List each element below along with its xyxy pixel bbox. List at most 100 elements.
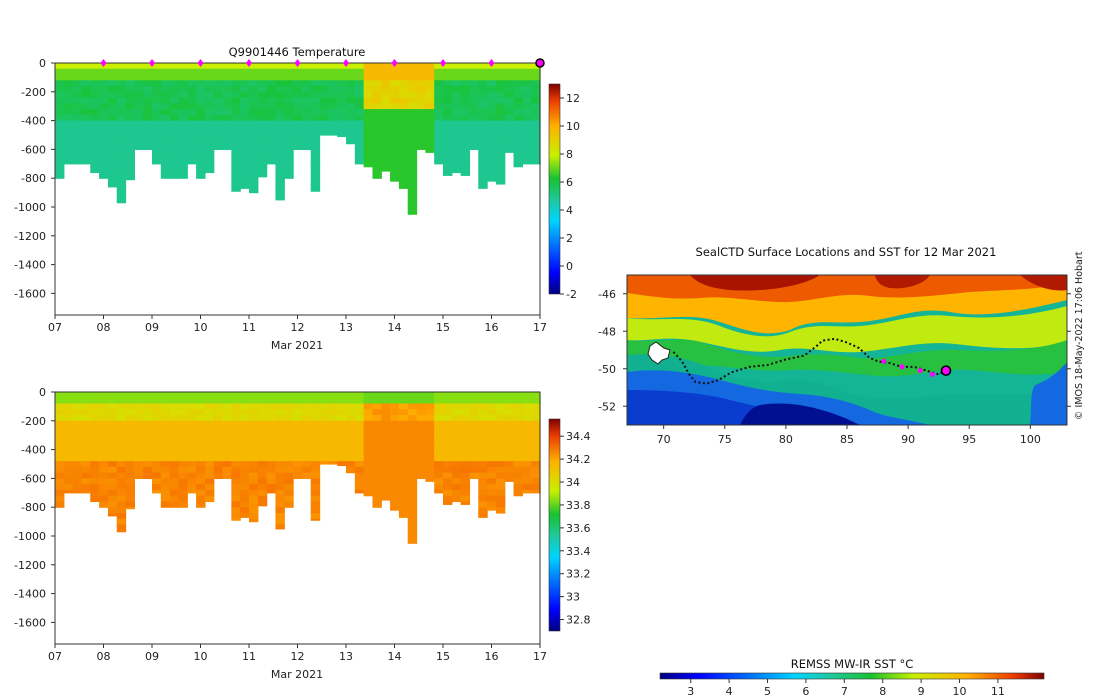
section-cell [390, 114, 400, 122]
section-cell [407, 120, 418, 127]
section-cell [434, 120, 444, 127]
section-cell [196, 143, 206, 150]
section-cell [513, 403, 523, 410]
section-profile [125, 392, 135, 510]
section-cell [513, 97, 523, 104]
section-cell [99, 114, 109, 122]
section-cell [187, 74, 197, 81]
section-cell [178, 426, 188, 433]
section-cell [99, 143, 109, 150]
section-cell [81, 149, 91, 156]
section-cell [381, 137, 391, 145]
section-cell [363, 143, 374, 150]
section-cell [443, 432, 453, 439]
section-cell [487, 438, 497, 445]
salinity-section-plot: 07 08 09 10 11 12 13 14 15 16 17 0-200-400-600-800… [14, 386, 590, 681]
section-cell [522, 91, 532, 99]
section-cell [63, 397, 74, 405]
section-cell [134, 455, 144, 462]
section-cell [249, 420, 259, 428]
x-tick-label: 07 [48, 650, 62, 663]
section-cell [293, 409, 303, 416]
section-cell [504, 109, 515, 116]
section-cell [90, 166, 100, 174]
section-cell [160, 443, 171, 451]
section-cell [63, 461, 74, 468]
section-cell [504, 432, 515, 439]
section-cell [478, 420, 488, 428]
section-cell [63, 86, 74, 93]
section-cell [169, 155, 180, 162]
section-cell [460, 149, 471, 156]
section-cell [337, 426, 347, 433]
section-cell [240, 114, 250, 122]
section-cell [381, 409, 391, 416]
section-cell [451, 97, 462, 104]
section-cell [293, 397, 303, 405]
section-cell [222, 132, 232, 139]
section-cell [169, 166, 180, 174]
section-cell [513, 443, 523, 451]
section-cell [504, 114, 515, 122]
section-cell [522, 489, 532, 494]
section-cell [310, 501, 321, 508]
section-cell [107, 178, 118, 185]
section-cell [513, 466, 523, 474]
section-cell [381, 143, 391, 150]
section-cell [531, 472, 541, 479]
map-x-tick-label: 95 [962, 433, 976, 446]
section-cell [487, 103, 497, 110]
section-cell [443, 443, 453, 451]
section-cell [160, 86, 171, 93]
section-cell [240, 472, 250, 479]
section-cell [460, 166, 471, 174]
section-cell [55, 91, 65, 99]
section-cell [319, 449, 329, 456]
section-cell [116, 97, 127, 104]
section-cell [416, 472, 426, 479]
section-cell [81, 449, 91, 456]
section-cell [196, 501, 206, 508]
section-cell [125, 507, 135, 510]
section-cell [478, 91, 488, 99]
x-tick-label: 10 [194, 650, 208, 663]
section-cell [90, 160, 100, 168]
section-cell [346, 409, 356, 416]
section-cell [407, 426, 418, 433]
section-profile [55, 392, 65, 508]
section-cell [416, 68, 426, 76]
surface-marker [149, 59, 155, 67]
section-cell [107, 472, 118, 479]
section-cell [451, 426, 462, 433]
section-cell [451, 409, 462, 416]
section-cell [125, 478, 135, 485]
section-cell [443, 438, 453, 445]
section-cell [319, 438, 329, 445]
y-tick-label: -1600 [14, 616, 46, 629]
section-profile [187, 392, 197, 494]
section-cell [443, 426, 453, 433]
section-cell [222, 80, 232, 87]
section-cell [390, 403, 400, 410]
section-cell [249, 120, 259, 127]
section-cell [213, 126, 224, 133]
colorbar-tick-label: 33 [566, 591, 580, 604]
section-cell [160, 120, 171, 127]
section-cell [72, 489, 83, 494]
section-cell [72, 160, 83, 165]
section-cell [81, 109, 91, 116]
section-cell [469, 109, 479, 116]
section-cell [522, 114, 532, 122]
section-cell [310, 120, 321, 127]
section-cell [249, 86, 259, 93]
section-cell [116, 443, 127, 451]
section-cell [363, 472, 374, 479]
section-cell [125, 392, 135, 399]
section-cell [196, 172, 206, 179]
section-cell [354, 403, 365, 410]
section-cell [398, 126, 409, 133]
section-cell [107, 68, 118, 76]
section-cell [487, 432, 497, 439]
section-cell [240, 137, 250, 145]
section-cell [134, 426, 144, 433]
